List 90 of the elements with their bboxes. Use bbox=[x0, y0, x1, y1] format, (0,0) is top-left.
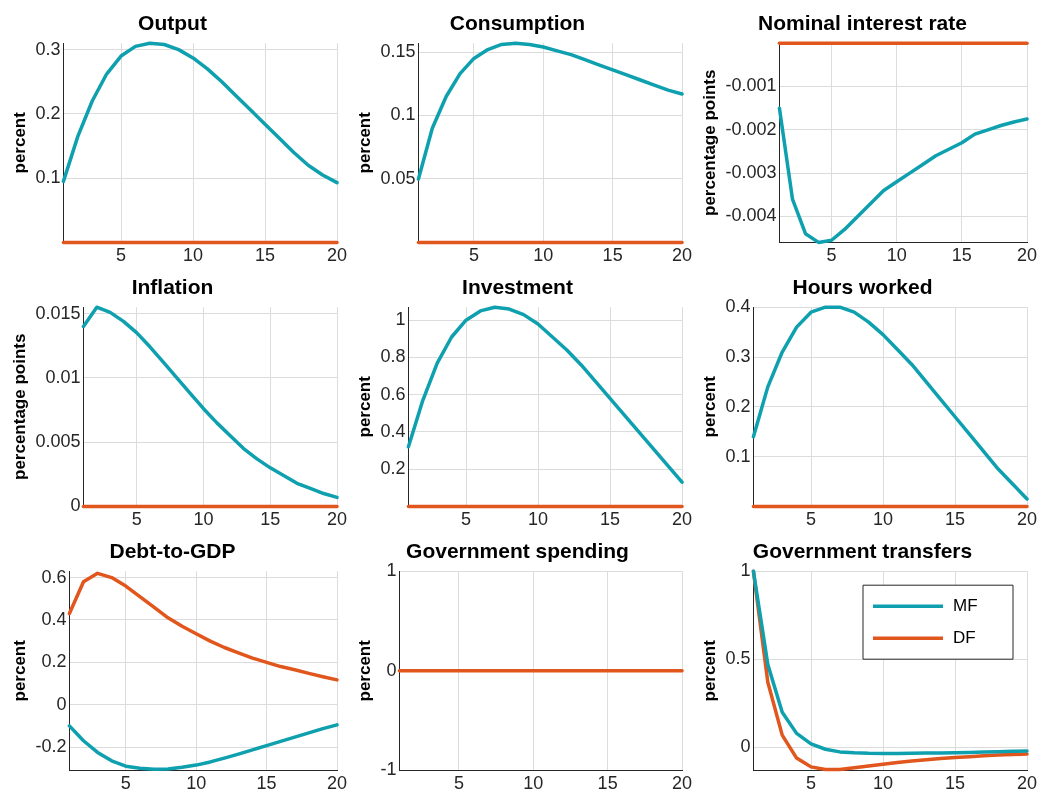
x-tick-label: 10 bbox=[873, 773, 894, 794]
x-tick-label: 20 bbox=[671, 509, 693, 530]
x-tick-label: 15 bbox=[602, 245, 623, 266]
x-tick-label: 5 bbox=[120, 773, 131, 794]
y-axis-title: percent bbox=[354, 111, 374, 174]
x-tick-label: 20 bbox=[326, 509, 348, 530]
chart-title: Debt-to-GDP bbox=[109, 539, 236, 563]
y-axis-title: percent bbox=[9, 111, 29, 174]
y-tick-label: 0.3 bbox=[35, 38, 61, 59]
y-tick-label: -0.003 bbox=[725, 162, 777, 183]
y-axis-title: percent bbox=[354, 639, 374, 702]
x-tick-label: 5 bbox=[826, 245, 837, 266]
y-tick-label: 0.8 bbox=[380, 346, 406, 367]
y-tick-label: -0.2 bbox=[35, 736, 67, 757]
y-tick-label: 1 bbox=[740, 560, 751, 581]
y-tick-label: 0.2 bbox=[35, 102, 61, 123]
x-tick-label: 15 bbox=[599, 509, 621, 530]
y-tick-label: 1 bbox=[395, 309, 406, 330]
x-tick-label: 15 bbox=[951, 245, 972, 266]
chart-title: Government transfers bbox=[752, 539, 973, 563]
y-tick-label: 0.2 bbox=[41, 651, 67, 672]
x-tick-label: 20 bbox=[1016, 773, 1038, 794]
y-tick-label: 0.4 bbox=[380, 420, 406, 441]
x-tick-label: 20 bbox=[671, 245, 693, 266]
x-tick-label: 20 bbox=[326, 245, 348, 266]
y-axis-title: percent bbox=[699, 639, 719, 702]
y-tick-label: -0.001 bbox=[725, 75, 777, 96]
chart-title: Nominal interest rate bbox=[758, 11, 967, 35]
y-tick-label: 0.1 bbox=[35, 167, 61, 188]
chart-title: Output bbox=[138, 11, 207, 35]
x-tick-label: 10 bbox=[193, 509, 214, 530]
x-tick-label: 15 bbox=[944, 773, 966, 794]
y-axis-title: percent bbox=[9, 639, 29, 702]
x-tick-label: 15 bbox=[256, 773, 277, 794]
x-tick-label: 5 bbox=[461, 509, 472, 530]
x-tick-label: 20 bbox=[326, 773, 348, 794]
y-tick-label: 0.05 bbox=[380, 167, 416, 188]
x-tick-label: 5 bbox=[453, 773, 464, 794]
x-tick-label: 5 bbox=[131, 509, 142, 530]
y-tick-label: 0.005 bbox=[35, 431, 81, 452]
y-tick-label: 0.6 bbox=[380, 383, 406, 404]
x-tick-label: 15 bbox=[944, 509, 966, 530]
y-tick-label: 0.4 bbox=[41, 608, 67, 629]
x-tick-label: 15 bbox=[260, 509, 281, 530]
y-tick-label: -1 bbox=[380, 759, 397, 780]
y-axis-title: percent bbox=[354, 375, 374, 438]
y-tick-label: -0.002 bbox=[725, 118, 777, 139]
y-tick-label: 0.6 bbox=[41, 566, 67, 587]
x-tick-label: 10 bbox=[528, 509, 549, 530]
chart-title: Government spending bbox=[406, 539, 629, 563]
y-tick-label: 0.1 bbox=[725, 445, 751, 466]
y-axis-title: percentage points bbox=[699, 69, 719, 217]
chart-title: Hours worked bbox=[792, 275, 933, 299]
x-tick-label: 10 bbox=[533, 245, 554, 266]
x-tick-label: 10 bbox=[886, 245, 907, 266]
x-tick-label: 20 bbox=[1016, 509, 1038, 530]
y-tick-label: 0 bbox=[740, 736, 751, 757]
y-tick-label: 0.2 bbox=[380, 458, 406, 479]
x-tick-label: 5 bbox=[806, 509, 817, 530]
x-tick-label: 10 bbox=[183, 245, 204, 266]
x-tick-label: 5 bbox=[806, 773, 817, 794]
x-tick-label: 20 bbox=[1016, 245, 1038, 266]
y-axis-title: percent bbox=[699, 375, 719, 438]
y-axis-title: percentage points bbox=[9, 333, 29, 481]
chart-title: Inflation bbox=[131, 275, 214, 299]
x-tick-label: 15 bbox=[254, 245, 276, 266]
chart-title: Investment bbox=[462, 275, 573, 299]
legend-label: DF bbox=[953, 627, 976, 647]
x-tick-label: 10 bbox=[523, 773, 544, 794]
y-tick-label: 0.4 bbox=[725, 296, 751, 317]
x-tick-label: 10 bbox=[186, 773, 207, 794]
y-tick-label: 0 bbox=[70, 495, 81, 516]
legend-label: MF bbox=[953, 595, 978, 615]
chart-title: Consumption bbox=[449, 11, 586, 35]
x-tick-label: 20 bbox=[671, 773, 693, 794]
y-tick-label: -0.004 bbox=[725, 205, 777, 226]
y-tick-label: 0.5 bbox=[725, 648, 751, 669]
y-tick-label: 0.2 bbox=[725, 395, 751, 416]
y-tick-label: 0.015 bbox=[35, 302, 81, 323]
y-tick-label: 1 bbox=[386, 560, 397, 581]
x-tick-label: 10 bbox=[873, 509, 894, 530]
x-tick-label: 5 bbox=[116, 245, 127, 266]
y-tick-label: 0 bbox=[56, 693, 67, 714]
y-tick-label: 0.01 bbox=[45, 366, 81, 387]
x-tick-label: 15 bbox=[597, 773, 618, 794]
y-tick-label: 0.3 bbox=[725, 345, 751, 366]
y-tick-label: 0.15 bbox=[380, 41, 416, 62]
y-tick-label: 0.1 bbox=[390, 104, 416, 125]
x-tick-label: 5 bbox=[468, 245, 479, 266]
y-tick-label: 0 bbox=[386, 659, 397, 680]
